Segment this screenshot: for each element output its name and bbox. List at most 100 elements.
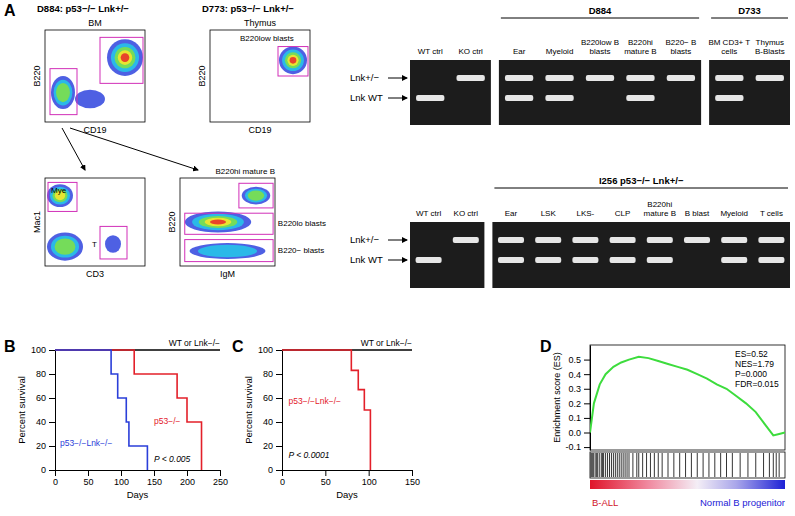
density-blob <box>105 235 121 253</box>
tick-mark <box>584 447 590 448</box>
plot-frame <box>210 30 310 122</box>
hit <box>636 453 637 477</box>
tick-label: 0.2 <box>568 399 581 409</box>
hit <box>619 453 620 477</box>
lane-label-line: B220hi <box>628 38 653 47</box>
series-label: WT or Lnk−/− <box>361 338 412 348</box>
arrow <box>70 128 198 170</box>
gel-band <box>545 95 573 101</box>
gel-band <box>756 75 784 81</box>
gel-band <box>457 75 485 81</box>
tick-label: 40 <box>263 417 273 427</box>
lane-label: B220− Bblasts <box>665 38 696 56</box>
axis-line <box>282 351 283 471</box>
hit <box>595 453 596 477</box>
tick: 40 <box>263 417 282 427</box>
tick-label: 0.3 <box>568 384 581 394</box>
gel-band <box>758 257 784 263</box>
density-blob <box>242 187 271 205</box>
lane-label-line: BM CD3+ T <box>708 38 750 47</box>
hit <box>596 453 597 477</box>
axis-title: IgM <box>220 269 235 279</box>
tick-mark <box>584 374 590 375</box>
tick-label: 200 <box>180 477 195 487</box>
sample-title: D884: p53−/− Lnk+/− <box>37 3 129 14</box>
hit <box>703 453 704 477</box>
tick-mark <box>369 470 370 476</box>
axis-title: Percent survival <box>16 376 27 444</box>
density-blob <box>287 55 298 66</box>
tick-mark <box>276 374 282 375</box>
flow-plot <box>45 178 145 266</box>
tick: 50 <box>83 470 93 487</box>
density-blob <box>51 236 79 258</box>
hit <box>776 453 777 477</box>
gate <box>100 37 143 83</box>
gel-band <box>505 75 533 81</box>
lane-label: B220himature B <box>624 38 656 56</box>
axis: -0.10.00.10.20.30.40.5 <box>565 346 590 453</box>
tick-label: 0.4 <box>568 370 581 380</box>
gate-label: B220hi mature B <box>215 167 275 176</box>
hit <box>773 453 774 477</box>
tick-label: 0.5 <box>568 355 581 365</box>
axis: 050100150200250 <box>53 470 228 487</box>
gel-band <box>610 237 636 243</box>
axis-title: Mac1 <box>32 211 42 233</box>
arrow <box>62 128 85 170</box>
hit <box>732 453 733 477</box>
gel-band <box>545 75 573 81</box>
tick-label: 50 <box>321 477 331 487</box>
hit <box>615 453 616 477</box>
axis-line <box>283 470 413 471</box>
hit <box>617 453 618 477</box>
gel-band <box>647 257 673 263</box>
lane-label-line: B220low B <box>581 38 619 47</box>
lane-label: Myeloid <box>720 209 748 218</box>
tick: 100 <box>362 470 377 487</box>
plot-frame <box>45 178 145 266</box>
axis-line <box>590 346 591 451</box>
flow-density <box>185 187 271 259</box>
lane-label: KO ctrl <box>458 47 483 56</box>
density-blob <box>56 83 70 102</box>
gel-band <box>758 237 784 243</box>
tick: 0 <box>53 470 58 487</box>
hit <box>591 453 592 477</box>
survival-line <box>282 350 370 470</box>
axis-title: Percent survival <box>243 376 254 444</box>
tick-label: 100 <box>362 477 377 487</box>
tick-mark <box>154 470 155 476</box>
figure: ABCDD884: p53−/− Lnk+/−BMB220CD19D773: p… <box>0 0 795 516</box>
hit <box>697 453 698 477</box>
tick-label: 40 <box>36 417 46 427</box>
hit <box>720 453 721 477</box>
lane-label-line: WT ctrl <box>418 47 443 56</box>
density-blob <box>285 52 301 68</box>
gel-band <box>535 257 561 263</box>
group-label: D884 <box>589 5 612 16</box>
hit <box>613 453 614 477</box>
hit <box>691 453 692 477</box>
tick: 0.1 <box>568 413 590 423</box>
lane-label: ThymusB-Blasts <box>755 38 785 56</box>
hit <box>603 453 604 477</box>
axis-line <box>55 351 56 471</box>
lane-label-line: blasts <box>590 47 611 56</box>
plot-area <box>55 350 220 470</box>
lane-label-line: Myeloid <box>546 47 574 56</box>
lane-label: WT ctrl <box>416 209 441 218</box>
group-label: D733 <box>738 5 761 16</box>
density-blob <box>54 80 73 106</box>
tick: 60 <box>36 393 55 403</box>
tick-label: 80 <box>263 369 273 379</box>
hit <box>629 453 630 477</box>
lane-label-line: Thymus <box>756 38 784 47</box>
gel-image <box>709 60 790 125</box>
barcode-frame <box>590 452 785 478</box>
gel-band <box>647 237 673 243</box>
flow-density <box>279 47 307 75</box>
tick-mark <box>584 360 590 361</box>
tick-mark <box>49 350 55 351</box>
gel-band <box>721 237 747 243</box>
